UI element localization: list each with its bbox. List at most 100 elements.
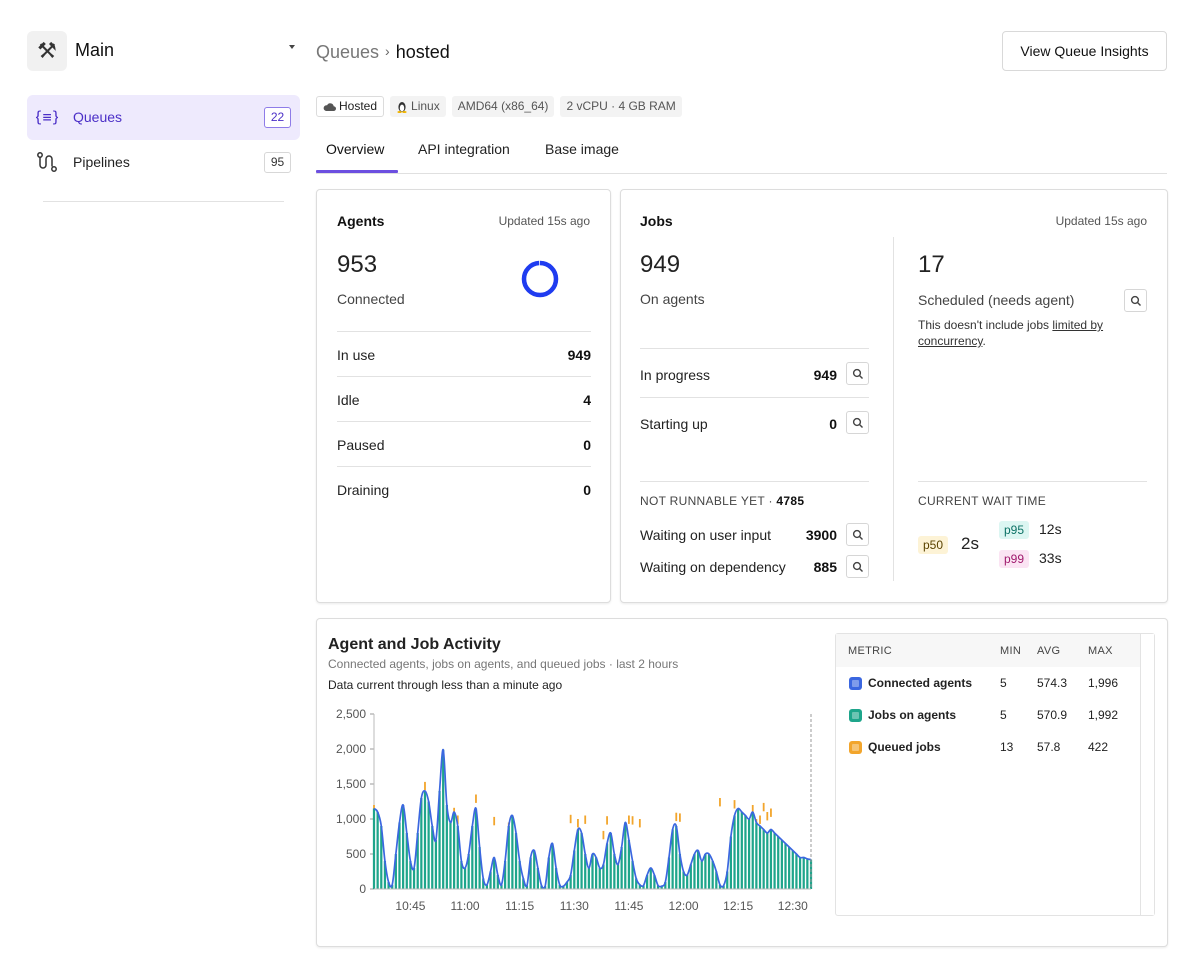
row-label: In use <box>337 347 376 363</box>
queued-jobs-bar <box>733 800 736 809</box>
jobs-on-agents-bar <box>431 826 434 889</box>
jobs-on-agents-bar <box>675 826 678 889</box>
jobs-on-agents-bar <box>387 882 390 889</box>
queued-jobs-bar <box>577 819 579 828</box>
header-metric: METRIC <box>848 645 892 657</box>
scheduled-note: This doesn't include jobs limited by con… <box>918 317 1138 349</box>
jobs-on-agents-bar <box>602 864 605 889</box>
jobs-on-agents-bar <box>478 847 481 889</box>
queued-jobs-bar <box>424 781 426 791</box>
jobs-on-agents-bar <box>511 815 514 889</box>
sidebar-item-queues[interactable]: {≡} Queues 22 <box>27 95 300 140</box>
queued-jobs-bar <box>679 813 681 822</box>
jobs-on-agents-bar <box>518 861 521 889</box>
jobs-on-agents-bar <box>777 836 780 889</box>
search-in-progress-button[interactable] <box>846 362 869 385</box>
row-label: Idle <box>337 392 360 408</box>
jobs-on-agents-bar <box>580 833 583 889</box>
jobs-on-agents-bar <box>383 861 387 889</box>
jobs-on-agents-bar <box>525 885 529 889</box>
jobs-on-agents-bar <box>744 815 747 889</box>
agents-connected-label: Connected <box>337 291 405 307</box>
jobs-row-waiting-dependency: Waiting on dependency 885 <box>640 555 869 579</box>
metric-max: 1,996 <box>1088 676 1119 690</box>
queued-jobs-bar <box>638 819 641 828</box>
jobs-on-agents-bar <box>678 854 682 889</box>
x-tick-label: 12:00 <box>669 899 699 913</box>
y-tick-label: 2,000 <box>336 742 366 756</box>
search-scheduled-button[interactable] <box>1124 289 1147 312</box>
header-min: MIN <box>1000 645 1022 657</box>
jobs-on-agents-bar <box>536 868 539 889</box>
search-icon <box>852 417 863 428</box>
concurrency-link[interactable]: limited by concurrency <box>918 318 1104 348</box>
jobs-on-agents-bar <box>438 791 441 889</box>
metric-name: Connected agents <box>868 676 973 690</box>
jobs-on-agents-bar <box>449 822 452 889</box>
org-switcher[interactable]: ⚒ Main <box>27 31 300 71</box>
queue-icon: {≡} <box>36 108 58 126</box>
queued-jobs-swatch-icon <box>849 741 862 754</box>
search-starting-up-button[interactable] <box>846 411 869 434</box>
jobs-on-agents-bar <box>631 861 634 889</box>
jobs-on-agents-bar <box>405 833 408 889</box>
jobs-on-agents-bar <box>584 854 587 889</box>
jobs-on-agents-bar <box>737 808 740 889</box>
jobs-on-agents-bar <box>445 805 448 889</box>
jobs-on-agents-bar <box>456 826 459 889</box>
search-waiting-dependency-button[interactable] <box>846 555 869 578</box>
metrics-scrollbar[interactable] <box>1140 634 1154 915</box>
jobs-on-agents-bar <box>485 884 489 889</box>
search-icon <box>852 529 863 540</box>
p99-value: 33s <box>1039 550 1062 566</box>
note-text: This doesn't include jobs <box>918 318 1053 332</box>
jobs-on-agents-bar <box>686 875 689 889</box>
search-waiting-input-button[interactable] <box>846 523 869 546</box>
jobs-on-agents-bar <box>740 812 743 889</box>
jobs-on-agents-bar <box>573 850 576 889</box>
jobs-on-agents-bar <box>766 833 769 889</box>
tab-base-image[interactable]: Base image <box>545 141 619 157</box>
jobs-on-agents-bar <box>380 826 383 889</box>
linux-icon <box>397 102 407 113</box>
jobs-on-agents-bar <box>482 878 485 889</box>
sidebar-item-pipelines[interactable]: Pipelines 95 <box>27 140 300 185</box>
queued-jobs-bar <box>719 798 721 807</box>
jobs-updated: Updated 15s ago <box>1055 214 1147 228</box>
jobs-on-agents-bar <box>412 868 416 889</box>
y-tick-label: 500 <box>346 847 366 861</box>
breadcrumb: Queues › hosted <box>316 42 450 63</box>
jobs-on-agents-bar <box>773 833 776 889</box>
agents-row-paused: Paused 0 <box>337 421 591 466</box>
header-max: MAX <box>1088 645 1113 657</box>
queued-jobs-bar <box>762 802 765 812</box>
agents-connected-count: 953 <box>337 251 378 278</box>
activity-chart[interactable]: 0 500 1,000 1,500 2,000 2,500 10:45 11:00 11:15 1… <box>322 700 834 925</box>
jobs-on-agents-bar <box>598 868 601 889</box>
breadcrumb-parent[interactable]: Queues <box>316 42 380 62</box>
x-tick-label: 10:45 <box>395 899 425 913</box>
queued-jobs-bar <box>493 816 496 826</box>
row-value: 0 <box>829 416 837 432</box>
queued-jobs-bar <box>766 812 769 821</box>
jobs-on-agents-bar <box>591 854 594 889</box>
jobs-on-agents-bar <box>500 884 503 889</box>
view-queue-insights-button[interactable]: View Queue Insights <box>1002 31 1167 71</box>
row-value: 0 <box>583 482 591 498</box>
jobs-on-agents-bar <box>718 884 722 889</box>
tab-api-integration[interactable]: API integration <box>418 141 510 157</box>
sidebar-item-count: 22 <box>264 107 291 128</box>
row-value: 4 <box>583 392 591 408</box>
jobs-on-agents-bar <box>711 861 714 889</box>
x-tick-label: 12:15 <box>723 899 753 913</box>
jobs-on-agents-bar <box>646 875 649 889</box>
jobs-on-agents-bar <box>416 833 419 889</box>
agents-row-draining: Draining 0 <box>337 466 591 511</box>
jobs-on-agents-bar <box>660 886 663 889</box>
jobs-on-agents-bar <box>653 875 656 889</box>
jobs-on-agents-bar <box>442 749 445 889</box>
pipeline-icon <box>37 152 57 172</box>
jobs-on-agents-bar <box>704 854 707 889</box>
tab-overview[interactable]: Overview <box>326 141 385 157</box>
tag-label: AMD64 (x86_64) <box>457 99 549 113</box>
